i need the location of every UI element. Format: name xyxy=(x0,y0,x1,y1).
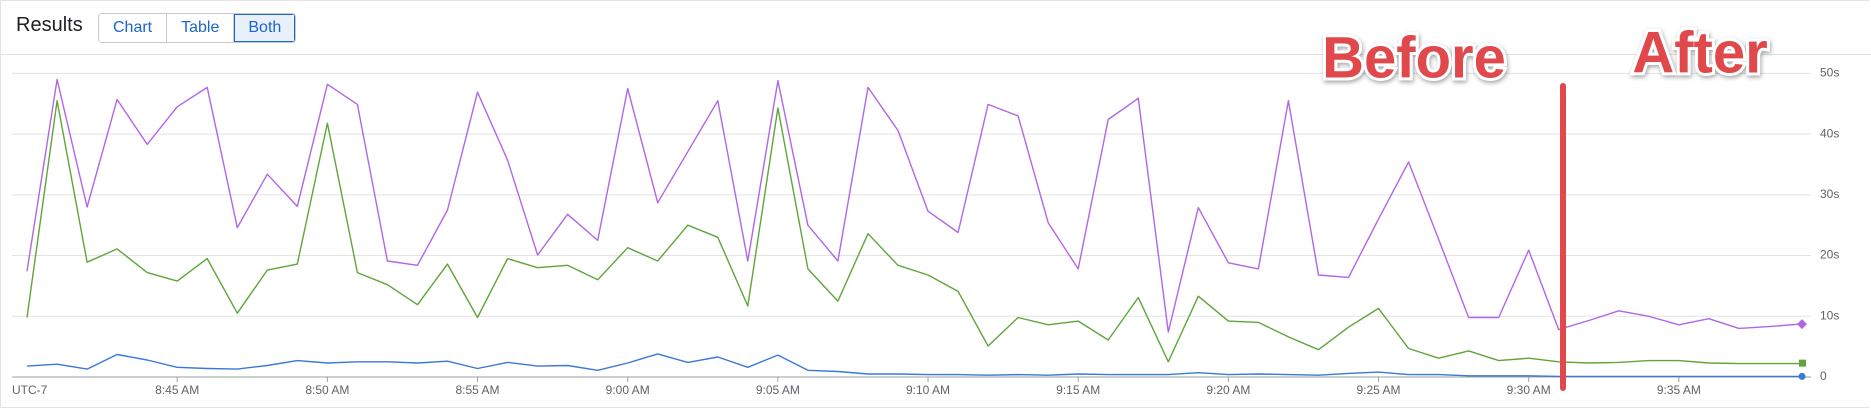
x-tick-label: 9:00 AM xyxy=(606,383,650,397)
x-tick-label: 9:20 AM xyxy=(1206,383,1250,397)
panel-title: Results xyxy=(16,14,83,36)
series-line xyxy=(26,100,1799,365)
x-tick-label: 9:05 AM xyxy=(756,383,800,397)
series-line xyxy=(26,353,1799,378)
x-tick-label: 8:45 AM xyxy=(155,383,199,397)
timezone-label: UTC-7 xyxy=(12,383,48,397)
y-tick-label: 0 xyxy=(1820,369,1827,383)
end-marker xyxy=(1798,372,1806,380)
y-tick-label: 50s xyxy=(1820,66,1839,80)
end-marker xyxy=(1796,319,1807,330)
view-tab[interactable]: Both xyxy=(234,14,296,42)
view-tab[interactable]: Chart xyxy=(99,14,168,42)
y-tick-label: 20s xyxy=(1820,248,1839,262)
y-tick-label: 40s xyxy=(1820,126,1839,140)
header-divider xyxy=(0,54,1871,55)
x-tick-label: 9:15 AM xyxy=(1056,383,1100,397)
x-tick-label: 9:10 AM xyxy=(906,383,950,397)
results-panel xyxy=(0,0,1869,408)
x-tick-label: 9:35 AM xyxy=(1657,383,1701,397)
end-marker xyxy=(1798,359,1806,367)
view-tabs: Chart Table Both xyxy=(98,13,297,43)
series-line xyxy=(26,78,1800,333)
y-tick-label: 30s xyxy=(1820,187,1839,201)
x-tick-label: 9:25 AM xyxy=(1357,383,1401,397)
annotation: After xyxy=(1632,20,1767,85)
view-tab[interactable]: Table xyxy=(167,14,235,42)
x-tick-label: 8:55 AM xyxy=(456,383,500,397)
annotation: Before xyxy=(1322,25,1506,90)
x-tick-label: 8:50 AM xyxy=(305,383,349,397)
y-tick-label: 10s xyxy=(1820,308,1839,322)
x-tick-label: 9:30 AM xyxy=(1507,383,1551,397)
